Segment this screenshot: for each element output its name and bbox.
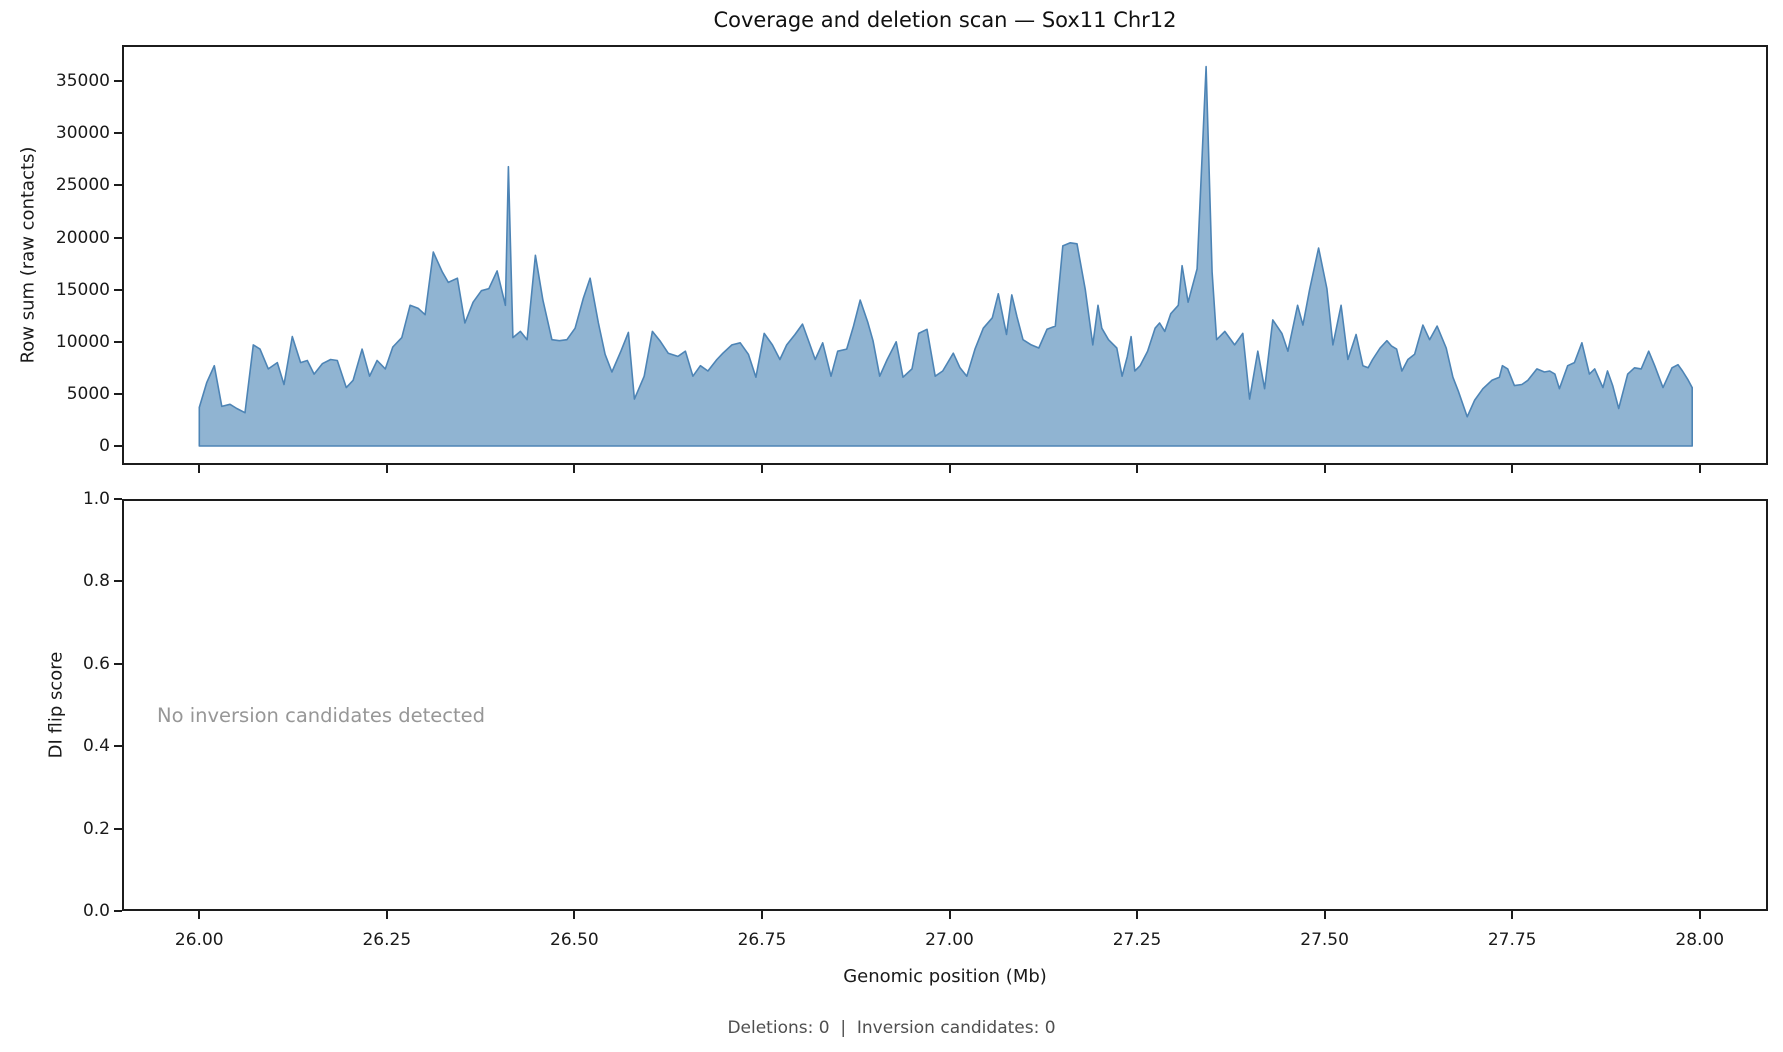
y-tick-label-bottom: 0.0 [82, 901, 110, 921]
x-tick-mark-bottom [1511, 911, 1514, 919]
y-tick-mark-top [114, 288, 122, 291]
x-tick-mark-top [760, 465, 763, 473]
x-tick-mark-top [1323, 465, 1326, 473]
y-tick-mark-top [114, 445, 122, 447]
y-tick-mark-top [114, 80, 122, 83]
x-tick-mark-bottom [573, 911, 576, 919]
y-tick-label-bottom: 0.6 [82, 653, 110, 674]
y-tick-mark-bottom [114, 827, 122, 830]
x-tick-label: 26.50 [550, 930, 599, 950]
x-tick-label: 27.75 [1487, 930, 1537, 950]
y-tick-mark-top [114, 132, 122, 135]
y-tick-mark-bottom [114, 498, 122, 500]
x-tick-label: 26.25 [362, 930, 412, 950]
x-tick-label: 27.25 [1112, 930, 1162, 950]
y-tick-label-top: 5000 [66, 383, 110, 404]
y-tick-label-bottom: 0.8 [82, 571, 110, 592]
y-tick-label-top: 35000 [55, 71, 110, 92]
x-axis-label: Genomic position (Mb) [843, 966, 1047, 987]
y-tick-mark-bottom [114, 580, 122, 583]
x-tick-mark-top [1698, 465, 1701, 473]
x-tick-mark-bottom [1136, 911, 1139, 919]
no-candidates-annotation: No inversion candidates detected [157, 704, 486, 727]
x-tick-label: 27.00 [925, 930, 974, 950]
summary-footer: Deletions: 0 | Inversion candidates: 0 [727, 1018, 1056, 1038]
coverage-area-chart [198, 65, 1693, 447]
y-tick-mark-top [114, 236, 122, 239]
x-tick-mark-bottom [1698, 911, 1701, 919]
y-tick-label-top: 15000 [55, 279, 110, 300]
x-tick-mark-top [385, 465, 388, 473]
y-tick-label-top: 20000 [55, 227, 110, 248]
coverage-area-series [198, 65, 1693, 447]
x-tick-mark-bottom [948, 911, 951, 919]
x-tick-mark-bottom [760, 911, 763, 919]
y-tick-mark-top [114, 184, 122, 187]
y-tick-label-top: 25000 [55, 175, 110, 196]
y-tick-mark-top [114, 340, 122, 343]
y-tick-mark-bottom [114, 745, 122, 748]
x-tick-mark-top [1136, 465, 1139, 473]
di-flip-panel: No inversion candidates detected [122, 499, 1768, 911]
y-tick-label-bottom: 0.2 [82, 818, 110, 839]
coverage-panel [122, 45, 1768, 465]
y-tick-label-top: 10000 [55, 331, 110, 352]
x-tick-mark-top [1511, 465, 1514, 473]
y-tick-label-top: 30000 [55, 123, 110, 144]
y-tick-mark-bottom [114, 910, 122, 912]
x-tick-label: 27.50 [1300, 930, 1349, 950]
x-tick-label: 26.00 [174, 930, 224, 950]
y-tick-label-bottom: 1.0 [82, 489, 110, 509]
y-tick-mark-bottom [114, 662, 122, 665]
x-tick-mark-top [573, 465, 576, 473]
chart-title: Coverage and deletion scan — Sox11 Chr12 [713, 8, 1177, 32]
x-tick-mark-bottom [1323, 911, 1326, 919]
y-tick-label-bottom: 0.4 [82, 736, 110, 757]
x-tick-label: 26.75 [737, 930, 787, 950]
x-tick-mark-top [948, 465, 951, 473]
y-tick-mark-top [114, 392, 122, 395]
x-tick-mark-bottom [385, 911, 388, 919]
x-tick-mark-top [198, 465, 201, 473]
y-tick-label-top: 0 [99, 436, 110, 456]
x-tick-label: 28.00 [1675, 930, 1725, 950]
x-tick-mark-bottom [198, 911, 201, 919]
